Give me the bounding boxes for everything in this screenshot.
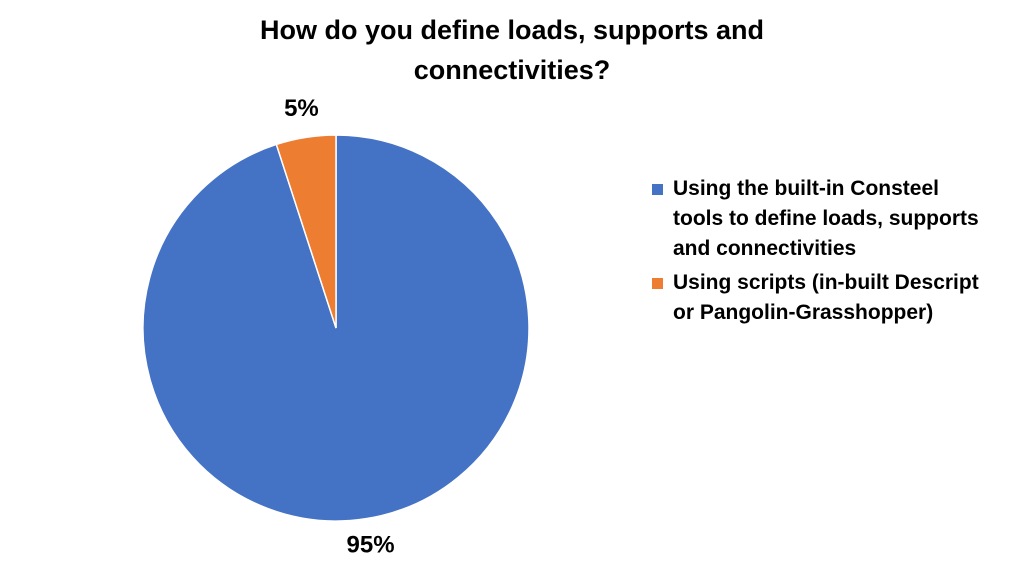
chart-title: How do you define loads, supports and co… [259, 15, 765, 85]
legend-item: Using the built-in Consteel tools to def… [652, 174, 992, 264]
data-label: 5% [284, 95, 319, 122]
legend-swatch [652, 278, 663, 289]
legend-item: Using scripts (in-built Descript or Pang… [652, 268, 992, 328]
legend-swatch [652, 184, 663, 195]
legend: Using the built-in Consteel tools to def… [652, 174, 992, 332]
pie-slice [275, 134, 337, 329]
legend-label: Using scripts (in-built Descript or Pang… [673, 271, 979, 324]
data-label: 95% [347, 532, 395, 559]
legend-label: Using the built-in Consteel tools to def… [673, 177, 979, 260]
